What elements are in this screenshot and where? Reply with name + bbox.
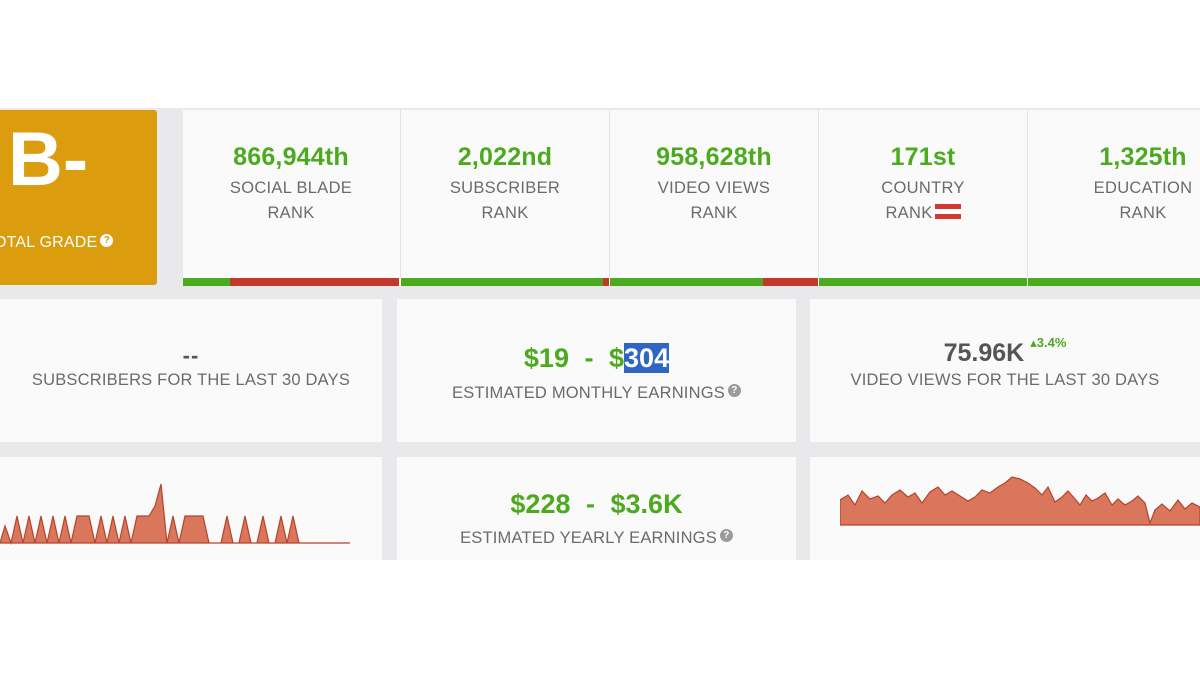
- views-30-days-card: 75.96K ▴3.4% VIDEO VIEWS FOR THE LAST 30 …: [810, 299, 1200, 442]
- rank-card-education: 1,325th EDUCATION RANK: [1028, 110, 1200, 278]
- yearly-earnings-card: $228 - $3.6K ESTIMATED YEARLY EARNINGS?: [397, 457, 796, 560]
- question-circle-icon[interactable]: ?: [727, 384, 741, 397]
- yearly-high: $3.6K: [610, 489, 683, 519]
- rank-label-line1: EDUCATION: [1093, 179, 1193, 197]
- views-value: 75.96K: [943, 339, 1025, 367]
- austria-flag-icon: [934, 204, 961, 220]
- views-delta: 3.4%: [1036, 335, 1067, 350]
- question-circle-icon[interactable]: ?: [100, 234, 114, 247]
- rank-card-video-views: 958,628th VIDEO VIEWS RANK: [610, 110, 818, 278]
- yearly-separator: -: [586, 489, 595, 519]
- yearly-label: ESTIMATED YEARLY EARNINGS: [460, 529, 717, 547]
- rank-bar-green: [401, 278, 603, 286]
- rank-label-line2: RANK: [885, 204, 933, 222]
- rank-value: 2,022nd: [457, 143, 553, 171]
- divider: [818, 110, 819, 278]
- rank-label-line1: SUBSCRIBER: [449, 179, 561, 197]
- arrow-up-icon: ▴: [1030, 335, 1037, 350]
- subscribers-label: SUBSCRIBERS FOR THE LAST 30 DAYS: [31, 371, 351, 389]
- divider: [400, 110, 401, 278]
- rank-bar-green: [1028, 278, 1200, 286]
- monthly-separator: -: [584, 343, 594, 373]
- monthly-high-prefix: $: [609, 343, 625, 373]
- monthly-label: ESTIMATED MONTHLY EARNINGS: [452, 384, 725, 402]
- monthly-high-selected[interactable]: 304: [624, 343, 670, 373]
- rank-value: 866,944th: [233, 143, 349, 171]
- grade-label-row: OTAL GRADE?: [0, 234, 114, 252]
- divider: [609, 110, 610, 278]
- yearly-low: $228: [510, 489, 571, 519]
- rank-value: 958,628th: [656, 143, 772, 171]
- rank-label-line1: VIDEO VIEWS: [657, 179, 771, 197]
- rank-card-subscriber: 2,022nd SUBSCRIBER RANK: [401, 110, 609, 278]
- grade-label: OTAL GRADE: [0, 234, 98, 251]
- views-label: VIDEO VIEWS FOR THE LAST 30 DAYS: [850, 371, 1160, 389]
- monthly-low: $19: [523, 343, 569, 373]
- rank-value: 1,325th: [1099, 143, 1187, 171]
- rank-card-social-blade: 866,944th SOCIAL BLADE RANK: [183, 110, 399, 278]
- rank-label-line2: RANK: [267, 204, 315, 222]
- grade-letter: B-: [8, 117, 89, 202]
- monthly-earnings-card: $19 - $304 ESTIMATED MONTHLY EARNINGS?: [397, 299, 796, 442]
- rank-value: 171st: [890, 143, 956, 171]
- rank-label-line1: SOCIAL BLADE: [229, 179, 353, 197]
- rank-bar-red: [603, 278, 609, 286]
- rank-card-country: 171st COUNTRY RANK: [819, 110, 1027, 278]
- rank-label-line2: RANK: [690, 204, 738, 222]
- rank-bar-red: [230, 278, 399, 286]
- subscribers-30-days-card: -- SUBSCRIBERS FOR THE LAST 30 DAYS: [0, 299, 382, 442]
- question-circle-icon[interactable]: ?: [719, 529, 733, 542]
- divider: [1027, 110, 1028, 278]
- views-sparkline: [840, 476, 1200, 526]
- rank-bar-green: [610, 278, 763, 286]
- rank-bar-green: [819, 278, 1027, 286]
- total-grade-card: [0, 110, 157, 285]
- rank-bar-red: [763, 278, 818, 286]
- subscribers-value: --: [182, 343, 200, 368]
- rank-bar-green: [183, 278, 230, 286]
- rank-label-line2: RANK: [481, 204, 529, 222]
- rank-label-line2: RANK: [1119, 204, 1167, 222]
- rank-label-line1: COUNTRY: [881, 179, 965, 197]
- subscribers-sparkline: [0, 483, 350, 546]
